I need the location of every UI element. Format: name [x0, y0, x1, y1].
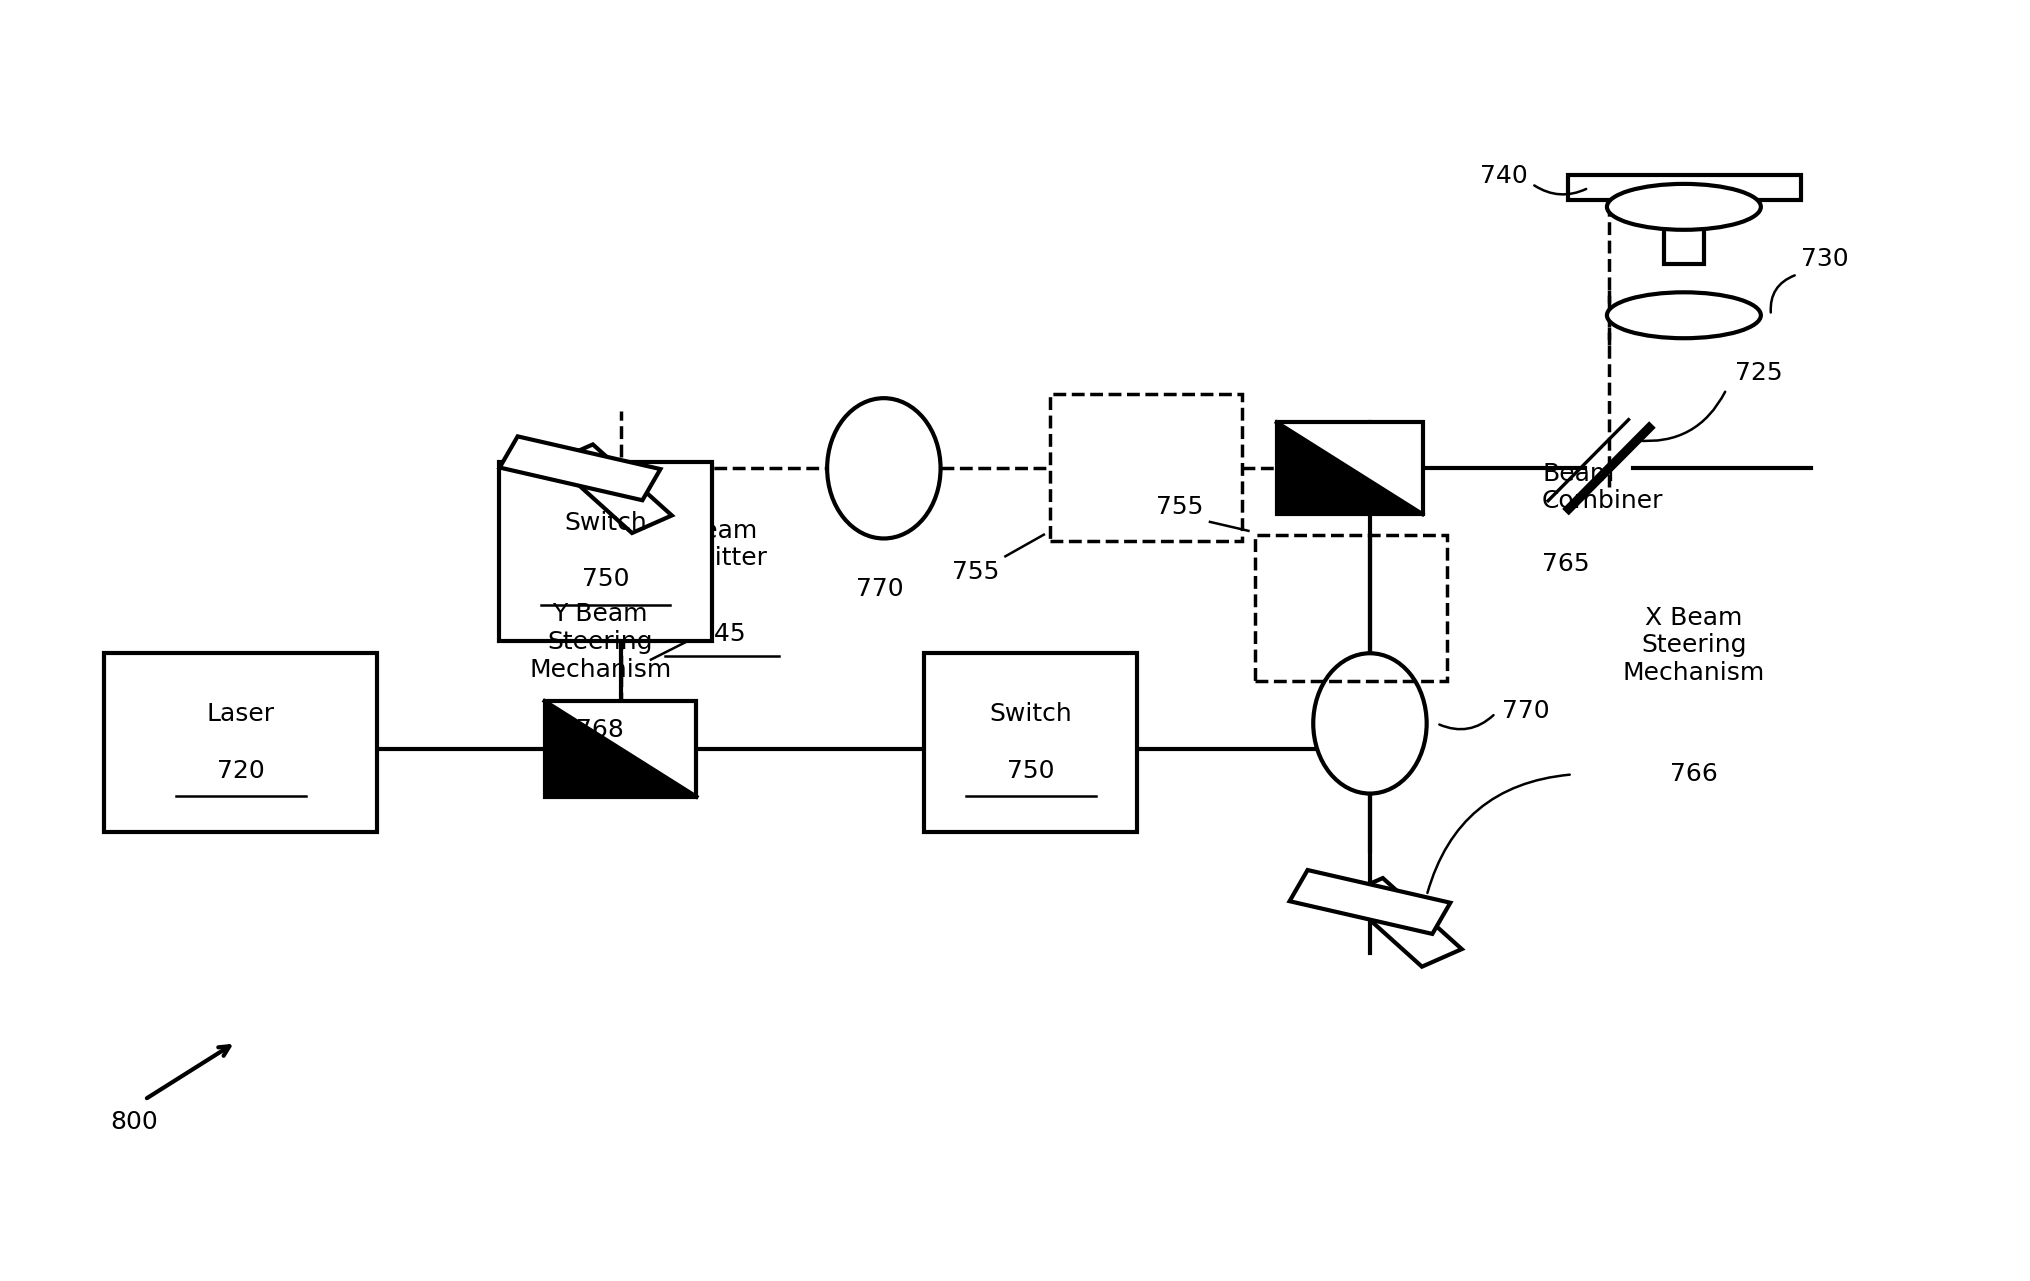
Text: 725: 725: [1734, 361, 1780, 386]
Text: 768: 768: [577, 717, 623, 742]
Text: Switch: Switch: [989, 702, 1072, 726]
Text: 755: 755: [1155, 496, 1204, 519]
Ellipse shape: [1606, 184, 1760, 229]
Polygon shape: [552, 445, 672, 533]
Text: Beam
Splitter: Beam Splitter: [676, 519, 767, 570]
Text: 770: 770: [855, 576, 903, 601]
Polygon shape: [1289, 870, 1449, 934]
Text: X Beam
Steering
Mechanism: X Beam Steering Mechanism: [1622, 606, 1764, 685]
Bar: [499, 462, 710, 640]
Polygon shape: [499, 437, 660, 501]
Text: 765: 765: [1541, 552, 1589, 576]
Text: 750: 750: [581, 567, 629, 592]
Text: 755: 755: [952, 560, 999, 584]
Text: 750: 750: [1007, 758, 1054, 783]
Bar: [924, 653, 1137, 831]
Bar: [1663, 199, 1703, 264]
Polygon shape: [544, 701, 696, 797]
Bar: [104, 653, 378, 831]
Text: 766: 766: [1669, 762, 1717, 787]
Text: 740: 740: [1480, 164, 1527, 188]
Text: Beam
Combiner: Beam Combiner: [1541, 461, 1663, 514]
Polygon shape: [1277, 423, 1421, 514]
Ellipse shape: [826, 398, 940, 538]
Ellipse shape: [1606, 292, 1760, 338]
Text: 730: 730: [1801, 247, 1847, 270]
Text: Laser: Laser: [207, 702, 274, 726]
Polygon shape: [1342, 877, 1462, 967]
Text: Switch: Switch: [564, 511, 646, 535]
Text: 800: 800: [110, 1109, 158, 1134]
Ellipse shape: [1313, 653, 1425, 793]
Text: 745: 745: [698, 623, 745, 646]
Text: 770: 770: [1500, 698, 1549, 722]
Bar: [1567, 175, 1801, 200]
Bar: [544, 701, 696, 797]
Bar: [1050, 395, 1242, 541]
Text: 720: 720: [217, 758, 264, 783]
Text: Y Beam
Steering
Mechanism: Y Beam Steering Mechanism: [530, 602, 672, 681]
Bar: [1277, 423, 1421, 514]
Bar: [1255, 534, 1445, 681]
